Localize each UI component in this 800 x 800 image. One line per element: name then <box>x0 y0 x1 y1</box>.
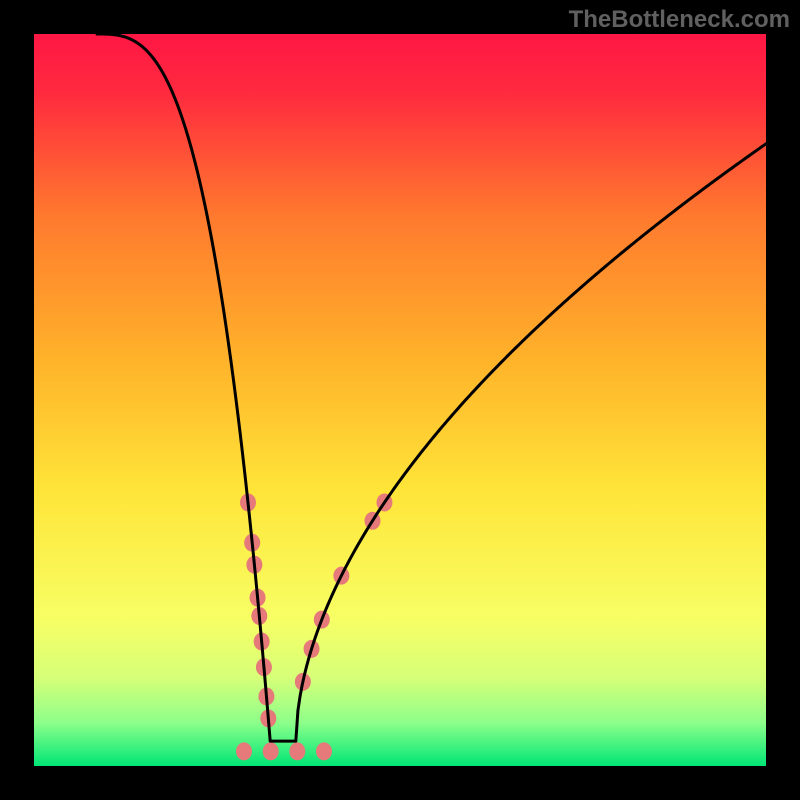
data-marker <box>263 742 279 760</box>
data-marker <box>289 742 305 760</box>
data-marker <box>236 742 252 760</box>
data-marker <box>316 742 332 760</box>
gradient-bg <box>34 34 766 766</box>
plot-area <box>34 34 766 766</box>
chart-svg <box>34 34 766 766</box>
